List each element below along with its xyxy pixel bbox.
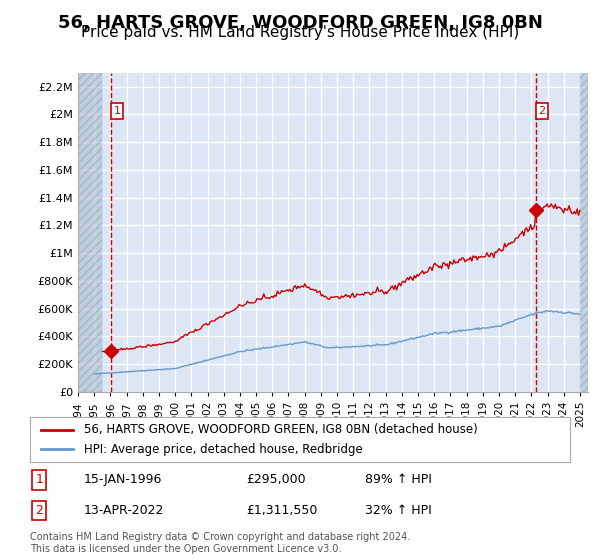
- Text: 89% ↑ HPI: 89% ↑ HPI: [365, 473, 431, 487]
- Text: Price paid vs. HM Land Registry's House Price Index (HPI): Price paid vs. HM Land Registry's House …: [81, 25, 519, 40]
- Text: 56, HARTS GROVE, WOODFORD GREEN, IG8 0BN (detached house): 56, HARTS GROVE, WOODFORD GREEN, IG8 0BN…: [84, 423, 478, 436]
- Text: 1: 1: [113, 106, 121, 116]
- Text: 1: 1: [35, 473, 43, 487]
- Text: 2: 2: [35, 504, 43, 517]
- Text: HPI: Average price, detached house, Redbridge: HPI: Average price, detached house, Redb…: [84, 443, 363, 456]
- Text: 15-JAN-1996: 15-JAN-1996: [84, 473, 163, 487]
- Text: 2: 2: [538, 106, 545, 116]
- Text: 13-APR-2022: 13-APR-2022: [84, 504, 164, 517]
- Text: £295,000: £295,000: [246, 473, 305, 487]
- Text: 56, HARTS GROVE, WOODFORD GREEN, IG8 0BN: 56, HARTS GROVE, WOODFORD GREEN, IG8 0BN: [58, 14, 542, 32]
- Text: Contains HM Land Registry data © Crown copyright and database right 2024.
This d: Contains HM Land Registry data © Crown c…: [30, 532, 410, 554]
- Text: £1,311,550: £1,311,550: [246, 504, 317, 517]
- Text: 32% ↑ HPI: 32% ↑ HPI: [365, 504, 431, 517]
